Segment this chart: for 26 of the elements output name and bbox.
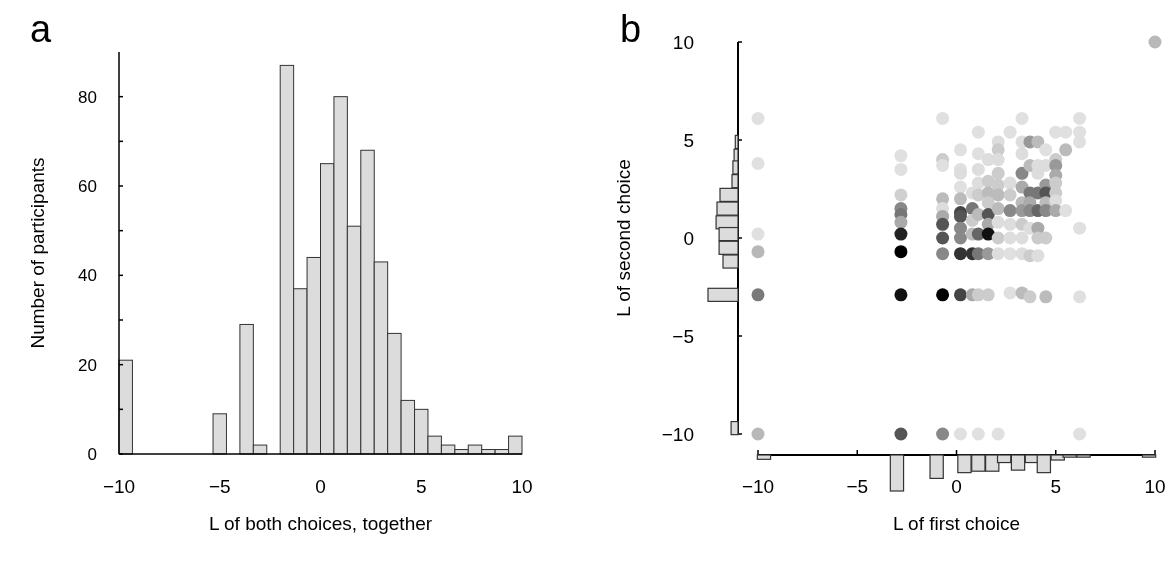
y-tick-label: 5 <box>683 129 694 151</box>
x-tick-label: −10 <box>741 476 775 497</box>
y-tick-label: 80 <box>78 87 97 107</box>
x-tick-label: 0 <box>951 476 962 497</box>
chart-title: a <box>30 8 52 50</box>
y-tick-label: 60 <box>78 176 97 196</box>
x-tick-label: 5 <box>415 476 427 497</box>
x-tick-label: −5 <box>846 476 869 497</box>
x-tick-label: 0 <box>315 476 326 497</box>
y-tick-label: 40 <box>78 266 97 286</box>
y-axis-title: L of second choice <box>613 159 634 317</box>
x-tick-label: −10 <box>102 476 136 497</box>
x-tick-label: 10 <box>1144 476 1166 497</box>
y-tick-label: 0 <box>683 227 694 249</box>
y-tick-label: 0 <box>87 444 97 464</box>
y-tick-label: 10 <box>672 31 694 53</box>
x-axis-title: L of both choices, together <box>208 513 433 534</box>
x-tick-label: 5 <box>1050 476 1062 497</box>
x-tick-label: −5 <box>208 476 231 497</box>
y-tick-label: −10 <box>661 423 694 445</box>
chart-title: b <box>620 8 642 50</box>
y-axis-title: Number of participants <box>27 157 48 349</box>
x-tick-label: 10 <box>511 476 533 497</box>
y-tick-label: −5 <box>672 325 694 347</box>
y-tick-label: 20 <box>78 355 97 375</box>
x-axis-title: L of first choice <box>892 513 1021 534</box>
